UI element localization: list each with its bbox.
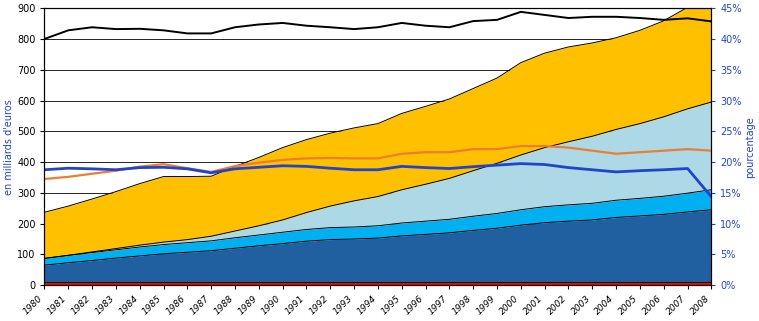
Y-axis label: en milliards d'euros: en milliards d'euros xyxy=(4,99,14,195)
Y-axis label: pourcentage: pourcentage xyxy=(745,116,755,178)
